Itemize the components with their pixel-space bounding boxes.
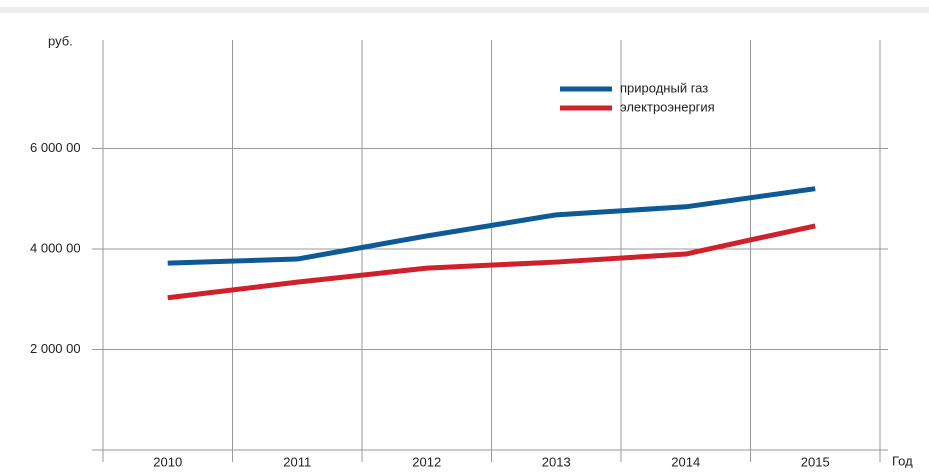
- x-tick-label: 2011: [283, 454, 311, 469]
- x-tick-label: 2013: [542, 454, 571, 469]
- y-axis-label: руб.: [48, 33, 73, 48]
- x-tick-label: 2015: [801, 454, 830, 469]
- legend-label: природный газ: [620, 80, 708, 95]
- y-tick-label: 4 000 00: [30, 240, 81, 255]
- x-axis-label: Год: [892, 453, 913, 468]
- y-tick-label: 6 000 00: [30, 140, 81, 155]
- x-tick-label: 2010: [153, 454, 182, 469]
- series-line: [167, 186, 816, 266]
- y-tick-label: 2 000 00: [30, 341, 81, 356]
- x-tick-label: 2014: [671, 454, 700, 469]
- series-line: [167, 223, 816, 301]
- x-tick-label: 2012: [412, 454, 441, 469]
- legend-label: электроэнергия: [620, 99, 715, 114]
